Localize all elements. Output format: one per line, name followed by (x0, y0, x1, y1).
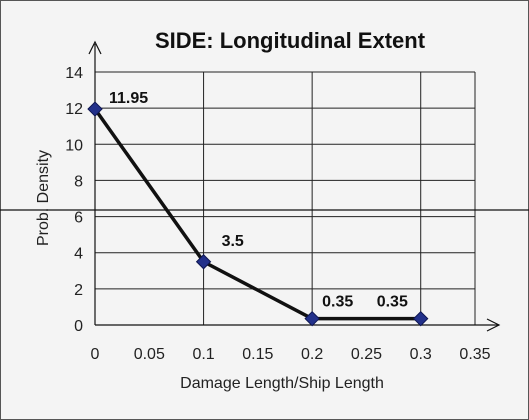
data-point-marker (304, 310, 320, 327)
x-tick-label: 0.1 (192, 346, 214, 363)
data-markers (87, 101, 429, 327)
data-label: 11.95 (109, 90, 148, 107)
data-label: 0.35 (322, 294, 353, 311)
y-tick-label: 0 (74, 318, 83, 335)
axes (0, 40, 529, 332)
y-tick-label: 12 (65, 101, 83, 118)
x-tick-label: 0.3 (410, 346, 432, 363)
chart-title: SIDE: Longitudinal Extent (155, 28, 426, 53)
data-labels: 11.95 3.5 0.35 0.35 (109, 90, 408, 311)
data-label: 3.5 (222, 233, 244, 250)
y-tick-label: 10 (65, 137, 83, 154)
data-point-marker (195, 254, 212, 270)
grid-lines (95, 71, 476, 325)
data-point-marker (87, 101, 103, 117)
x-tick-label: 0.25 (351, 346, 382, 363)
series-line (93, 108, 421, 321)
y-tick-label: 8 (74, 173, 83, 190)
x-tick-label: 0.05 (134, 346, 165, 363)
series-polyline (93, 108, 421, 321)
data-point-marker (413, 310, 429, 327)
y-axis-arrow (88, 40, 102, 55)
data-label: 0.35 (377, 294, 408, 311)
x-tick-label: 0.15 (242, 346, 273, 363)
x-axis-label: Damage Length/Ship Length (180, 375, 384, 392)
tick-labels: 0 2 4 6 8 10 12 14 0 0.05 0.1 0.15 0.2 0.25 0.3 0.35 (65, 65, 490, 363)
y-tick-label: 2 (74, 282, 83, 299)
x-tick-label: 0.35 (459, 346, 490, 363)
x-tick-label: 0 (91, 346, 100, 363)
y-tick-label: 4 (74, 246, 83, 263)
x-tick-label: 0.2 (301, 346, 323, 363)
y-tick-label: 14 (65, 65, 83, 82)
y-tick-label: 6 (74, 210, 83, 227)
y-axis-label: Prob. Density (35, 150, 52, 246)
x-axis-arrow (486, 318, 501, 332)
